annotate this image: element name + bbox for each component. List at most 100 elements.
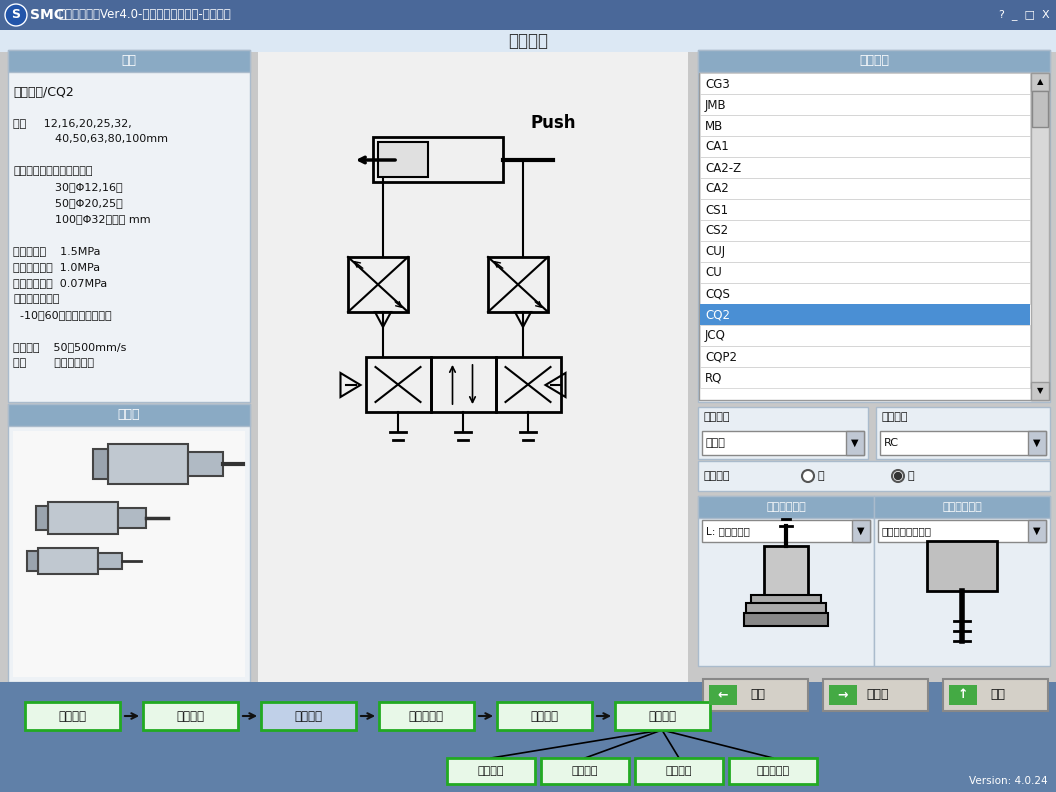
Bar <box>698 407 868 459</box>
Circle shape <box>5 4 27 26</box>
Bar <box>365 357 431 412</box>
Bar <box>698 50 1050 72</box>
Text: 垫缓冲: 垫缓冲 <box>706 438 725 448</box>
Bar <box>635 758 723 784</box>
Text: 返回: 返回 <box>751 688 766 702</box>
Bar <box>447 758 535 784</box>
Bar <box>13 431 245 677</box>
Bar <box>700 346 1030 367</box>
Bar <box>700 325 1030 346</box>
Bar <box>709 685 737 705</box>
Text: RQ: RQ <box>705 371 722 384</box>
Text: 缓冲计算: 缓冲计算 <box>477 766 505 776</box>
Text: ▼: ▼ <box>851 438 859 448</box>
Bar <box>927 541 997 591</box>
Bar <box>0 0 1056 30</box>
Text: ↑: ↑ <box>958 688 968 702</box>
Text: ▲: ▲ <box>1037 78 1043 86</box>
Bar <box>379 702 474 730</box>
Bar <box>698 496 874 666</box>
Text: -10到60摄氏度（无冻结）: -10到60摄氏度（无冻结） <box>13 310 112 320</box>
Text: 配管选型: 配管选型 <box>530 710 558 722</box>
Bar <box>497 702 592 730</box>
Bar <box>373 137 503 182</box>
Bar <box>700 136 1030 157</box>
Bar <box>700 220 1030 241</box>
Text: 最低使用压力  0.07MPa: 最低使用压力 0.07MPa <box>13 278 108 288</box>
Bar <box>729 758 817 784</box>
Bar <box>880 431 1046 455</box>
Text: 选择气缸: 选择气缸 <box>508 32 548 50</box>
Bar <box>108 444 188 484</box>
Bar <box>702 520 870 542</box>
Bar <box>874 496 1050 518</box>
Bar <box>698 461 1050 491</box>
Text: RC: RC <box>884 438 899 448</box>
Bar <box>746 603 826 615</box>
Text: 标准行程最大値（双作用）: 标准行程最大値（双作用） <box>13 166 93 176</box>
Bar <box>93 449 108 479</box>
Text: L: 轴向脚座型: L: 轴向脚座型 <box>706 526 750 536</box>
Bar <box>874 496 1050 666</box>
Bar <box>488 257 548 312</box>
Text: MB: MB <box>705 120 723 132</box>
Text: CQS: CQS <box>705 287 730 300</box>
Bar <box>744 613 828 626</box>
Text: 薄型气缸/CQ2: 薄型气缸/CQ2 <box>13 86 74 99</box>
Text: 电磁阀选型: 电磁阀选型 <box>409 710 444 722</box>
Bar <box>829 685 857 705</box>
Text: CS2: CS2 <box>705 224 729 238</box>
Bar <box>878 520 1046 542</box>
Bar <box>1032 91 1048 127</box>
Bar <box>261 702 356 730</box>
Bar <box>188 452 223 476</box>
Text: 缸径     12,16,20,25,32,: 缸径 12,16,20,25,32, <box>13 118 132 128</box>
Text: 缓冲        两端橡胶缓冲: 缓冲 两端橡胶缓冲 <box>13 358 94 368</box>
Bar <box>25 702 120 730</box>
Text: S: S <box>12 9 20 21</box>
Text: 30（Φ12,16）: 30（Φ12,16） <box>13 182 122 192</box>
Circle shape <box>892 470 904 482</box>
Text: 下一步: 下一步 <box>867 688 889 702</box>
Text: CA2: CA2 <box>705 182 729 196</box>
Text: ▼: ▼ <box>857 526 865 536</box>
Bar <box>700 199 1030 220</box>
Bar <box>700 367 1030 388</box>
Bar <box>258 52 689 682</box>
Text: Push: Push <box>530 114 576 132</box>
Bar <box>48 502 118 534</box>
Text: 负载连接方式: 负载连接方式 <box>942 502 982 512</box>
Text: 连接螺纹: 连接螺纹 <box>881 412 907 422</box>
Bar <box>36 506 48 530</box>
Bar <box>699 73 1049 400</box>
Text: 否: 否 <box>908 471 914 481</box>
Bar <box>700 157 1030 178</box>
Bar <box>348 257 408 312</box>
Bar <box>852 520 870 542</box>
Text: 特性特性: 特性特性 <box>665 766 693 776</box>
Bar <box>702 431 864 455</box>
Text: ?  _  □  X: ? _ □ X <box>999 10 1050 21</box>
Text: CA2-Z: CA2-Z <box>705 162 741 174</box>
Text: 最高使用压力  1.0MPa: 最高使用压力 1.0MPa <box>13 262 100 272</box>
Bar <box>615 702 710 730</box>
Bar <box>8 404 250 682</box>
Bar <box>943 679 1048 711</box>
Text: 40,50,63,80,100mm: 40,50,63,80,100mm <box>13 134 168 144</box>
Text: JMB: JMB <box>705 98 727 112</box>
Text: ←: ← <box>718 688 729 702</box>
Text: Version: 4.0.24: Version: 4.0.24 <box>969 776 1048 786</box>
Text: CA1: CA1 <box>705 140 729 154</box>
Bar <box>1027 520 1046 542</box>
Text: 是: 是 <box>818 471 825 481</box>
Bar <box>700 94 1030 115</box>
Text: 无导轨，螺纹连接: 无导轨，螺纹连接 <box>882 526 932 536</box>
Bar <box>823 679 928 711</box>
Bar <box>700 115 1030 136</box>
Text: 缓冲器选型: 缓冲器选型 <box>756 766 790 776</box>
Bar <box>698 50 1050 402</box>
Text: 保证耐压力    1.5MPa: 保证耐压力 1.5MPa <box>13 246 100 256</box>
Bar <box>8 50 250 402</box>
Text: ▼: ▼ <box>1033 526 1041 536</box>
Text: 50（Φ20,25）: 50（Φ20,25） <box>13 198 122 208</box>
